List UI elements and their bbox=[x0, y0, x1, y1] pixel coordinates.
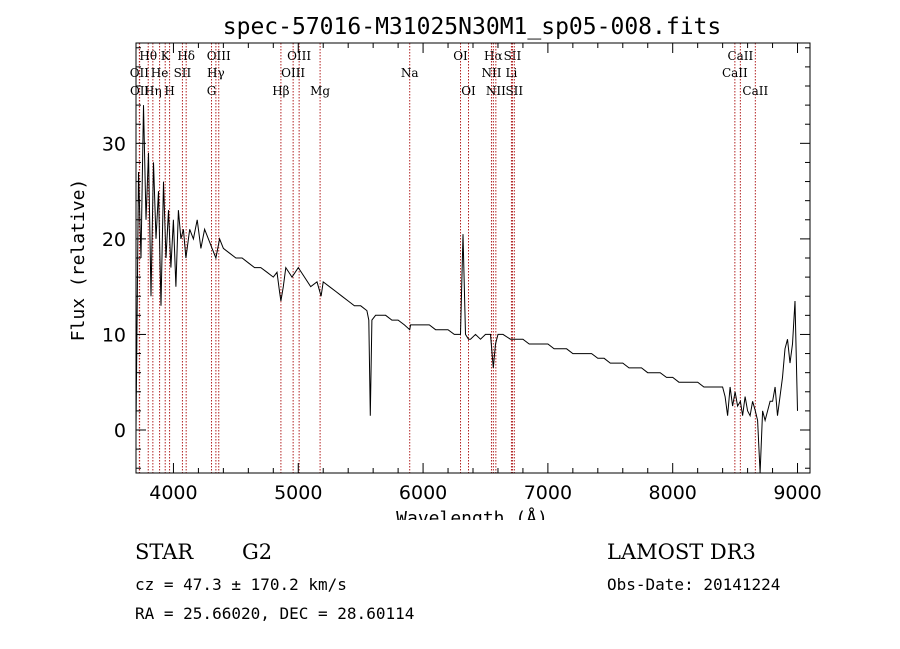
emission-line-label-26: CaII bbox=[722, 66, 748, 80]
obs-date-text: Obs-Date: 20141224 bbox=[607, 575, 781, 594]
axis-ticks: 4000 5000 6000 7000 8000 9000 0 10 20 30 bbox=[102, 43, 822, 504]
emission-line-label-2: OII bbox=[130, 84, 150, 98]
emission-line-label-7: Hδ bbox=[177, 49, 195, 63]
emission-line-label-21: NII bbox=[481, 66, 501, 80]
emission-line-label-14: OIII bbox=[281, 66, 305, 80]
x-tick-label-9000: 9000 bbox=[773, 482, 821, 504]
x-tick-label-4000: 4000 bbox=[149, 482, 197, 504]
emission-line-label-17: OI bbox=[453, 49, 468, 63]
spectrum-chart: spec-57016-M31025N30M1_sp05-008.fits Hθ O… bbox=[68, 14, 822, 520]
emission-line-label-19: Hα bbox=[484, 49, 503, 63]
redshift-text: cz = 47.3 ± 170.2 km/s bbox=[135, 575, 347, 594]
emission-line-label-6: H bbox=[164, 84, 174, 98]
subclass-label: G2 bbox=[242, 540, 273, 564]
emission-line-label-11: G bbox=[207, 84, 217, 98]
emission-line-label-10: Hγ bbox=[207, 66, 225, 80]
y-tick-label-20: 20 bbox=[102, 229, 126, 251]
y-tick-label-10: 10 bbox=[102, 324, 126, 346]
emission-line-label-24: SII bbox=[505, 84, 523, 98]
x-tick-label-8000: 8000 bbox=[649, 482, 697, 504]
emission-line-label-25: CaII bbox=[727, 49, 753, 63]
emission-line-label-3: Hη bbox=[144, 84, 162, 98]
chart-title: spec-57016-M31025N30M1_sp05-008.fits bbox=[223, 14, 722, 40]
emission-line-label-5: He bbox=[151, 66, 169, 80]
x-tick-label-7000: 7000 bbox=[524, 482, 572, 504]
emission-line-label-12: Hβ bbox=[272, 84, 289, 98]
emission-line-label-18: OI bbox=[461, 84, 476, 98]
emission-line-label-8: SII bbox=[174, 66, 192, 80]
x-tick-label-5000: 5000 bbox=[274, 482, 322, 504]
y-axis-label: Flux (relative) bbox=[68, 179, 89, 342]
emission-line-label-13: OIII bbox=[287, 49, 311, 63]
emission-line-label-20: SII bbox=[504, 49, 522, 63]
object-class-label: STAR bbox=[135, 540, 194, 564]
survey-label: LAMOST DR3 bbox=[607, 540, 756, 564]
emission-line-label-22: Li bbox=[506, 66, 518, 80]
emission-line-label-27: CaII bbox=[742, 84, 768, 98]
emission-line-label-16: Na bbox=[401, 66, 419, 80]
x-axis-label: Wavelength (Å) bbox=[396, 507, 548, 520]
spectrum-series-line bbox=[135, 105, 798, 474]
emission-line-label-0: Hθ bbox=[139, 49, 157, 63]
emission-line-label-4: K bbox=[161, 49, 171, 63]
y-tick-label-30: 30 bbox=[102, 133, 126, 155]
emission-line-label-15: Mg bbox=[310, 84, 330, 98]
y-tick-label-0: 0 bbox=[114, 420, 126, 442]
x-tick-label-6000: 6000 bbox=[399, 482, 447, 504]
coords-text: RA = 25.66020, DEC = 28.60114 bbox=[135, 604, 415, 623]
emission-line-label-9: OIII bbox=[207, 49, 231, 63]
emission-line-label-23: NII bbox=[486, 84, 506, 98]
